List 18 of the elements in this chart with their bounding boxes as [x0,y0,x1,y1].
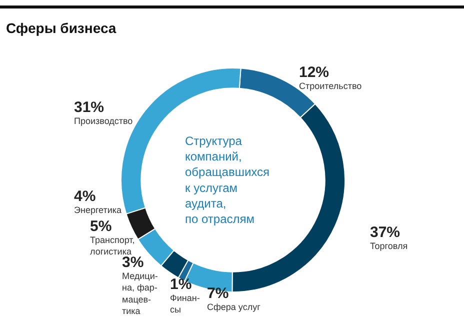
slice-label: Строительство [299,81,362,91]
slice-label: Энергетика [74,205,122,215]
data-label: 4% [74,188,96,205]
data-label: 7% [207,285,229,302]
data-label: 12% [299,64,330,81]
data-label: 3% [122,254,144,271]
slice-label: Торговля [370,241,408,251]
text: Структура компаний, обращавшихся к услугам аудита, по отраслям [185,134,270,226]
data-label: 5% [90,218,112,235]
data-label: 1% [170,276,192,293]
slice-label: Медици- на, фар- мацев- тика [122,271,158,316]
slice-label: Финан- сы [170,293,200,315]
data-label: 37% [370,224,400,241]
slice-label: Сфера услуг [207,302,262,312]
chart-title: Сферы бизнеса [6,20,116,36]
data-label: 31% [74,99,104,116]
slice-label: Транспорт, логистика [90,235,135,257]
slice-label: Производство [74,116,133,126]
